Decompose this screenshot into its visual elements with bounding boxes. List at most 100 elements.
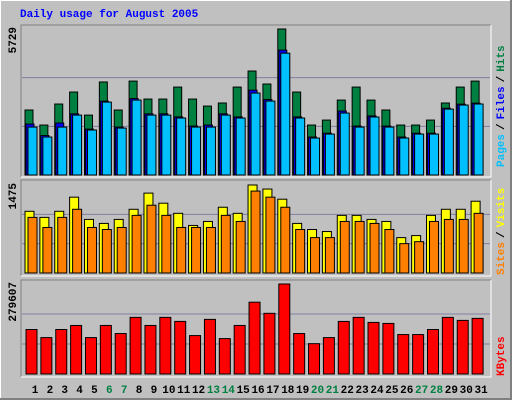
bar	[72, 114, 83, 176]
bar	[456, 319, 469, 375]
bar	[218, 338, 231, 375]
bar	[278, 283, 291, 375]
x-tick-label: 31	[474, 385, 488, 397]
bar	[473, 212, 484, 274]
bar	[339, 112, 350, 176]
x-tick-label: 22	[341, 385, 354, 397]
bar	[384, 126, 395, 176]
bar	[354, 220, 365, 274]
x-tick-label: 14	[222, 385, 236, 397]
x-tick-label: 21	[326, 385, 340, 397]
legend-entry: Pages	[496, 134, 508, 167]
x-tick-label: 4	[76, 385, 83, 397]
bar	[265, 100, 276, 176]
legend-entry: Visits	[496, 188, 508, 228]
x-tick-label: 20	[311, 385, 324, 397]
bar	[174, 320, 187, 375]
x-tick-label: 13	[207, 385, 221, 397]
bar	[189, 335, 202, 375]
bar	[324, 237, 335, 274]
x-tick-label: 26	[400, 385, 413, 397]
bar	[412, 334, 425, 375]
bar	[443, 108, 454, 176]
y-tick-label: 1475	[8, 183, 20, 210]
bar	[337, 320, 350, 375]
bar	[40, 337, 53, 375]
x-tick-label: 7	[121, 385, 128, 397]
bar	[324, 133, 335, 176]
bar	[428, 133, 439, 176]
bar	[280, 206, 291, 274]
bar	[27, 216, 38, 274]
bar	[414, 133, 425, 176]
bar	[399, 137, 410, 176]
bar	[235, 220, 246, 274]
bar	[191, 126, 202, 176]
bar	[458, 218, 469, 274]
bar	[86, 226, 97, 274]
panel-shadow	[20, 279, 491, 377]
bar	[441, 316, 454, 375]
x-tick-label: 23	[356, 385, 370, 397]
bar	[129, 316, 142, 375]
x-tick-label: 16	[251, 385, 264, 397]
bar	[42, 226, 53, 274]
y-tick-label: 279607	[8, 282, 20, 322]
bar	[84, 337, 97, 375]
legend: Sites / Visits	[496, 188, 508, 275]
legend-separator: /	[496, 75, 508, 82]
bar	[146, 114, 157, 176]
bar	[116, 127, 127, 176]
bar	[428, 220, 439, 274]
x-tick-label: 5	[91, 385, 98, 397]
legend-entry: Hits	[496, 45, 508, 71]
x-tick-label: 27	[415, 385, 428, 397]
x-tick-label: 18	[281, 385, 295, 397]
bar	[161, 114, 172, 176]
x-tick-label: 29	[445, 385, 458, 397]
x-tick-label: 15	[237, 385, 251, 397]
bar	[220, 214, 231, 274]
bar	[250, 92, 261, 176]
x-tick-label: 3	[61, 385, 68, 397]
bar	[86, 129, 97, 176]
legend: KBytes	[496, 336, 508, 376]
bar	[339, 220, 350, 274]
x-tick-label: 28	[430, 385, 444, 397]
bar	[101, 229, 112, 274]
panel-shadow	[20, 24, 491, 177]
bar	[99, 324, 112, 375]
bar	[443, 218, 454, 274]
bar	[322, 337, 335, 375]
bar	[176, 117, 187, 176]
bar	[131, 214, 142, 274]
bar	[116, 226, 127, 274]
x-tick-label: 25	[385, 385, 399, 397]
bar	[310, 137, 321, 176]
bar	[57, 126, 68, 176]
bar	[414, 241, 425, 274]
bar	[471, 317, 484, 375]
bar	[191, 226, 202, 274]
x-tick-label: 11	[177, 385, 191, 397]
bar	[101, 101, 112, 176]
y-tick-label: 5729	[8, 27, 20, 53]
bar	[55, 329, 68, 375]
bar	[384, 229, 395, 274]
bar	[131, 99, 142, 176]
x-tick-label: 8	[136, 385, 143, 397]
bar	[369, 222, 380, 274]
bar	[280, 52, 291, 176]
bar	[263, 312, 276, 375]
bar	[159, 316, 172, 375]
bar	[265, 196, 276, 274]
bar	[72, 208, 83, 274]
bar	[233, 324, 246, 375]
x-tick-label: 30	[460, 385, 473, 397]
bar	[161, 214, 172, 274]
panel-light	[21, 25, 492, 178]
bar	[146, 204, 157, 274]
legend-separator: /	[496, 123, 508, 130]
